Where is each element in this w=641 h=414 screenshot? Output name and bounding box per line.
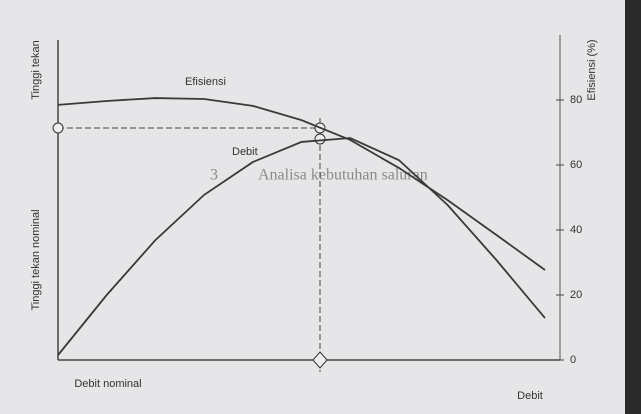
y2-tick-label: 0 <box>570 354 576 366</box>
y2-tick-label: 20 <box>570 289 582 301</box>
y2-axis-label: Efisiensi (%) <box>586 39 598 100</box>
x-axis-label: Debit <box>517 390 543 402</box>
page: {"heading": {"number": "3", "text": "Ana… <box>0 0 641 414</box>
paper <box>0 0 625 414</box>
nominal-marker <box>315 134 325 144</box>
y2-tick-label: 40 <box>570 224 582 236</box>
series-label: Efisiensi <box>185 76 226 88</box>
chart: 3 Analisa kebutuhan saluran Tinggi tekan… <box>0 0 641 414</box>
x-nominal-label: Debit nominal <box>74 378 141 390</box>
y-nominal-label: Tinggi tekan nominal <box>30 209 42 310</box>
paper-edge <box>625 0 641 414</box>
y2-tick-label: 60 <box>570 159 582 171</box>
y2-tick-label: 80 <box>570 94 582 106</box>
series-label: Debit <box>232 146 258 158</box>
nominal-marker <box>53 123 63 133</box>
y-axis-label: Tinggi tekan <box>30 40 42 100</box>
section-number: 3 <box>210 167 218 184</box>
